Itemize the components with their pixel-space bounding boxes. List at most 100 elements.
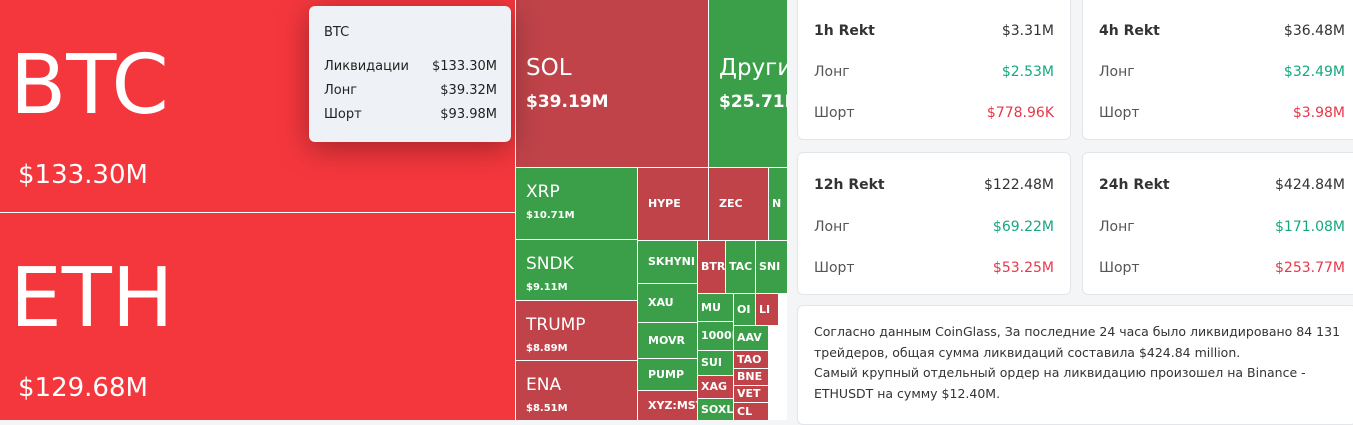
tile-value: $129.68M	[18, 373, 148, 403]
tile: XYZ:MST	[638, 391, 697, 420]
tile: VET	[734, 386, 768, 402]
tile-value: $25.71M	[719, 92, 787, 112]
card-total: $36.48M	[1283, 23, 1345, 39]
row-value: $3.98M	[1292, 105, 1345, 121]
tile-label: AAV	[737, 331, 762, 344]
stat-card: 4h Rekt $36.48M Лонг $32.49M Шорт $3.98M	[1082, 0, 1353, 140]
summary-line: ETHUSDT на сумму $12.40M.	[814, 385, 1001, 401]
tile: N	[769, 168, 787, 240]
tile: TAC	[726, 241, 755, 293]
tile-value: $10.71M	[526, 210, 575, 221]
row-label: Лонг	[814, 219, 850, 235]
tile-label: SNI	[759, 260, 781, 273]
tile: XAG	[698, 376, 733, 398]
tile: MU	[698, 294, 733, 321]
tile: BNE	[734, 369, 768, 385]
row-value: $171.08M	[1275, 219, 1345, 235]
tile-label: SKHYNI	[648, 255, 695, 268]
tile-label: SOXL	[701, 402, 733, 416]
row-label: Лонг	[1099, 219, 1135, 235]
tile-label: XAG	[701, 380, 728, 393]
summary-line: трейдеров, общая сумма ликвидаций состав…	[814, 344, 1241, 360]
row-value: $53.25M	[992, 260, 1054, 276]
tile: ENA $8.51M	[516, 361, 637, 420]
tile-label: ENA	[526, 375, 562, 395]
tile-label: N	[772, 197, 782, 210]
row-value: $69.22M	[992, 219, 1054, 235]
tile-label: CL	[737, 404, 753, 418]
tile: ETH $129.68M	[0, 213, 515, 420]
stat-card: 12h Rekt $122.48M Лонг $69.22M Шорт $53.25M	[797, 152, 1071, 295]
summary-line: Согласно данным CoinGlass, За последние …	[814, 324, 1341, 339]
tile-label: ETH	[10, 251, 174, 346]
tile-label: BTC	[10, 38, 169, 133]
tile-label: MU	[701, 300, 721, 314]
tile-value: $8.89M	[526, 343, 568, 354]
tile-value: $8.51M	[526, 403, 568, 414]
tile-value: $9.11M	[526, 282, 568, 293]
tile-label: LI	[759, 302, 771, 316]
row-label: Лонг	[814, 64, 850, 80]
tooltip: BTC Ликвидации $133.30M Лонг $39.32M Шорт $93…	[309, 6, 511, 142]
row-label: Шорт	[1099, 260, 1140, 276]
tile-label: XRP	[526, 182, 560, 202]
stat-card: 24h Rekt $424.84M Лонг $171.08M Шорт $253.77M	[1082, 152, 1353, 295]
card-title: 12h Rekt	[814, 177, 885, 193]
tile: 1000F	[698, 322, 733, 350]
tile-value: $39.19M	[526, 92, 609, 112]
tile-label: HYPE	[648, 197, 681, 210]
card-total: $122.48M	[984, 177, 1054, 193]
card-title: 4h Rekt	[1099, 23, 1160, 39]
tile-label: VET	[737, 387, 761, 400]
row-label: Шорт	[1099, 105, 1140, 121]
tile-label: Другие	[719, 55, 787, 81]
tile: Другие $25.71M	[709, 0, 787, 167]
tile-label: XAU	[648, 296, 674, 309]
tile: SUI	[698, 351, 733, 375]
tile: CL	[734, 403, 768, 420]
tile: SNI	[756, 241, 787, 293]
tooltip-value: $133.30M	[432, 59, 497, 74]
tile-label: MOVR	[648, 333, 685, 347]
tile: SKHYNI	[638, 241, 697, 283]
card-total: $424.84M	[1275, 177, 1345, 193]
card-title: 1h Rekt	[814, 23, 875, 39]
tile-label: BNE	[737, 370, 763, 383]
tooltip-label: Лонг	[324, 83, 358, 98]
tile-label: BTR	[701, 260, 725, 273]
row-value: $32.49M	[1283, 64, 1345, 80]
tile: XAU	[638, 284, 697, 322]
row-label: Шорт	[814, 105, 855, 121]
row-label: Лонг	[1099, 64, 1135, 80]
tile: PUMP	[638, 359, 697, 390]
tile: MOVR	[638, 323, 697, 358]
tile-label: SUI	[701, 356, 722, 369]
tile-label: ZEC	[719, 197, 743, 210]
tile: OI	[734, 294, 755, 325]
summary-line: Самый крупный отдельный ордер на ликвида…	[814, 365, 1306, 380]
tile-label: SNDK	[526, 254, 574, 274]
tooltip-value: $39.32M	[440, 83, 497, 98]
tile-label: TAO	[737, 352, 762, 366]
tile-label: TRUMP	[526, 315, 586, 335]
card-total: $3.31M	[1001, 23, 1054, 39]
tooltip-label: Шорт	[324, 107, 362, 122]
tile-label: PUMP	[648, 367, 685, 381]
row-value: $778.96K	[986, 105, 1054, 121]
tile: BTR	[698, 241, 725, 293]
tile: TRUMP $8.89M	[516, 301, 637, 360]
tile-label: 1000F	[701, 329, 733, 342]
tile-label: SOL	[526, 55, 572, 81]
tile-label: XYZ:MST	[648, 398, 697, 412]
tooltip-value: $93.98M	[440, 107, 497, 122]
tooltip-title: BTC	[324, 25, 350, 40]
tile: SOL $39.19M	[516, 0, 708, 167]
row-value: $2.53M	[1001, 64, 1054, 80]
tile: ZEC	[709, 168, 768, 240]
card-title: 24h Rekt	[1099, 177, 1170, 193]
tile: SNDK $9.11M	[516, 240, 637, 300]
tile: AAV	[734, 326, 768, 350]
tile-label: OI	[737, 302, 751, 316]
row-value: $253.77M	[1275, 260, 1345, 276]
